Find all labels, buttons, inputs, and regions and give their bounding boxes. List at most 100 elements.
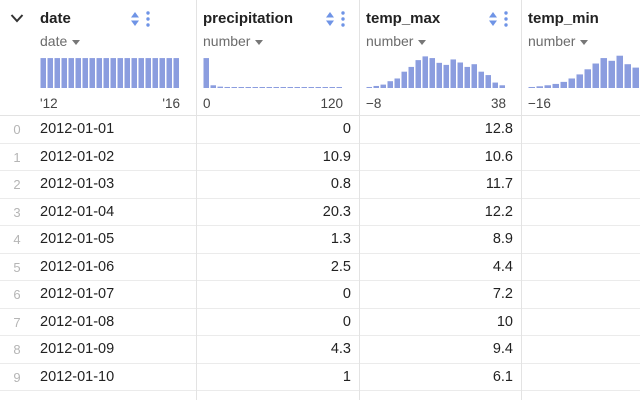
histogram-bar: [203, 58, 209, 88]
range-min-label: 0: [203, 96, 211, 111]
histogram-bar: [315, 87, 321, 88]
sort-icon[interactable]: [325, 10, 335, 28]
histogram-bar: [152, 58, 158, 88]
table-cell[interactable]: [522, 116, 640, 144]
column-type-label: number: [203, 33, 251, 49]
table-cell[interactable]: 9.4: [360, 336, 521, 364]
table-cell[interactable]: 12.2: [360, 199, 521, 226]
column-header[interactable]: temp_max number −8 38: [360, 0, 521, 116]
table-cell[interactable]: 10.9: [197, 144, 359, 171]
histogram-bar: [301, 87, 307, 88]
histogram[interactable]: [40, 54, 180, 88]
table-cell[interactable]: 12.8: [360, 116, 521, 144]
chevron-down-icon[interactable]: [10, 13, 24, 23]
table-cell[interactable]: 4.4: [360, 254, 521, 281]
histogram-bar: [40, 58, 46, 88]
histogram-bar: [273, 87, 279, 88]
column-controls: [488, 10, 514, 28]
table-cell[interactable]: 2012-01-09: [34, 336, 196, 364]
sort-icon[interactable]: [488, 10, 498, 28]
table-cell[interactable]: 7.2: [360, 281, 521, 309]
histogram-bar: [82, 58, 88, 88]
histogram-bar: [576, 74, 583, 88]
histogram-bar: [159, 58, 165, 88]
table-cell[interactable]: 2012-01-01: [34, 116, 196, 144]
row-index: 1: [0, 144, 34, 171]
histogram-bar: [450, 59, 456, 88]
table-cell[interactable]: [522, 199, 640, 226]
column-precipitation: precipitation number 0 120 0 10.9 0.8 20.3 1.3 2.…: [197, 0, 360, 400]
histogram-bar: [499, 85, 505, 88]
table-cell[interactable]: 2012-01-08: [34, 309, 196, 336]
column-controls: [325, 10, 351, 28]
table-cell[interactable]: 8.9: [360, 226, 521, 254]
histogram[interactable]: [528, 54, 640, 88]
table-cell[interactable]: 20.3: [197, 199, 359, 226]
table-cell[interactable]: 0.8: [197, 171, 359, 199]
collapse-header[interactable]: [0, 0, 34, 116]
histogram-bar: [552, 83, 559, 88]
table-cell[interactable]: 2012-01-02: [34, 144, 196, 171]
histogram-bar: [280, 87, 286, 88]
column-name: temp_max: [366, 10, 441, 27]
histogram-bar: [266, 87, 272, 88]
table-cell[interactable]: 1: [197, 364, 359, 391]
histogram-bar: [471, 64, 477, 88]
table-cell[interactable]: 2.5: [197, 254, 359, 281]
table-cell[interactable]: [522, 309, 640, 336]
histogram-bar: [429, 58, 435, 88]
table-cell[interactable]: [522, 364, 640, 391]
table-cell[interactable]: 2012-01-10: [34, 364, 196, 391]
table-cell[interactable]: 1.3: [197, 226, 359, 254]
table-cell[interactable]: [522, 226, 640, 254]
table-cell[interactable]: 4.3: [197, 336, 359, 364]
table-cell[interactable]: [522, 144, 640, 171]
column-header[interactable]: date date '12 '16: [34, 0, 196, 116]
range-max-label: 38: [490, 96, 506, 111]
column-type-dropdown[interactable]: number: [366, 33, 427, 49]
table-cell[interactable]: [522, 171, 640, 199]
histogram-bar: [464, 66, 470, 88]
table-cell[interactable]: 2012-01-04: [34, 199, 196, 226]
column-type-label: date: [40, 33, 68, 49]
table-cell[interactable]: [522, 281, 640, 309]
column-type-dropdown[interactable]: number: [528, 33, 589, 49]
more-vertical-icon[interactable]: [340, 10, 346, 28]
table-cell[interactable]: 0: [197, 281, 359, 309]
histogram[interactable]: [366, 54, 506, 88]
more-vertical-icon[interactable]: [145, 10, 151, 28]
column-header[interactable]: temp_min number −16: [522, 0, 640, 116]
caret-down-icon: [418, 39, 427, 45]
histogram-bar: [624, 64, 631, 88]
table-cell[interactable]: 11.7: [360, 171, 521, 199]
table-cell[interactable]: 2012-01-03: [34, 171, 196, 199]
histogram-bar: [394, 78, 400, 88]
table-cell[interactable]: 2012-01-05: [34, 226, 196, 254]
table-cell[interactable]: [522, 336, 640, 364]
table-cell[interactable]: 2012-01-06: [34, 254, 196, 281]
table-cell[interactable]: 0: [197, 116, 359, 144]
histogram[interactable]: [203, 54, 343, 88]
table-cell[interactable]: 2012-01-07: [34, 281, 196, 309]
sort-icon[interactable]: [130, 10, 140, 28]
caret-down-icon: [72, 39, 81, 45]
more-vertical-icon[interactable]: [503, 10, 509, 28]
column-header[interactable]: precipitation number 0 120: [197, 0, 359, 116]
caret-down-icon: [255, 39, 264, 45]
column-name: precipitation: [203, 10, 294, 27]
histogram-bar: [536, 86, 543, 88]
table-cell[interactable]: 10.6: [360, 144, 521, 171]
histogram-bar: [96, 58, 102, 88]
histogram-bar: [89, 58, 95, 88]
table-cell[interactable]: 10: [360, 309, 521, 336]
table-cell[interactable]: 0: [197, 309, 359, 336]
histogram-bar: [528, 86, 535, 88]
table-cell[interactable]: 6.1: [360, 364, 521, 391]
range-min-label: '12: [40, 96, 58, 111]
histogram-bar: [47, 58, 53, 88]
histogram-bar: [408, 66, 414, 88]
column-type-dropdown[interactable]: number: [203, 33, 264, 49]
table-cell[interactable]: [522, 254, 640, 281]
column-type-dropdown[interactable]: date: [40, 33, 81, 49]
